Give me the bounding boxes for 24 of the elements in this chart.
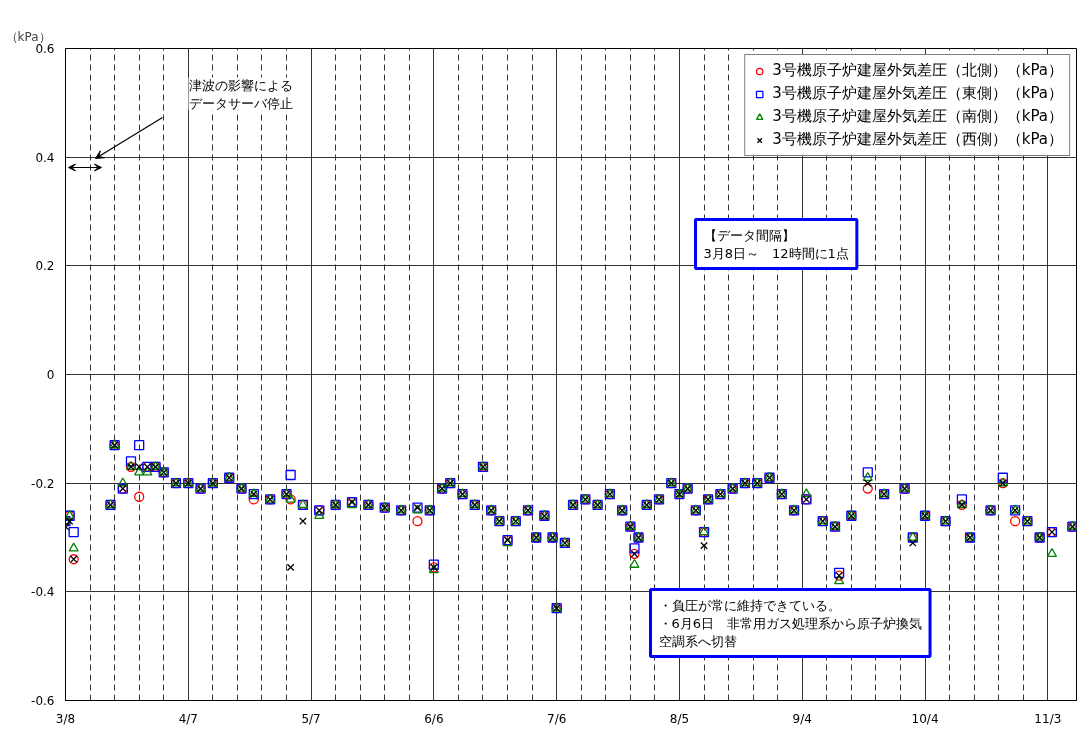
x-tick-label: 9/4 <box>792 711 812 726</box>
x-tick-label: 10/4 <box>911 711 939 726</box>
legend-label: 3号機原子炉建屋外気差圧（南側）（kPa） <box>772 107 1063 126</box>
annotation: ・負圧が常に維持できている。・6月6日 非常用ガス処理系から原子炉換気空調系へ切替 <box>658 597 923 649</box>
legend-label: 3号機原子炉建屋外気差圧（東側）（kPa） <box>772 84 1063 103</box>
y-tick-label: -0.4 <box>31 585 55 600</box>
y-tick-label: 0.6 <box>35 42 55 56</box>
y-tick-label: -0.6 <box>31 694 55 708</box>
legend-label: 3号機原子炉建屋外気差圧（北側）（kPa） <box>772 61 1063 80</box>
legend-label: 3号機原子炉建屋外気差圧（西側）（kPa） <box>772 130 1063 149</box>
x-tick-label: 7/6 <box>547 711 567 726</box>
x-tick-label: 3/8 <box>55 711 76 726</box>
y-axis-title: （kPa） <box>5 29 51 44</box>
x-tick-label: 5/7 <box>301 711 321 726</box>
annotation: 津波の影響によるデータサーバ停止 <box>188 77 293 111</box>
y-tick-label: -0.2 <box>31 476 55 491</box>
x-tick-label: 8/5 <box>669 711 690 726</box>
annotation: 【データ間隔】 3月8日～ 12時間に1点 <box>703 227 849 261</box>
x-tick-label: 6/6 <box>424 711 444 726</box>
x-tick-label: 4/7 <box>178 711 198 726</box>
y-tick-label: 0.4 <box>35 150 55 165</box>
y-tick-label: 0 <box>46 368 55 382</box>
y-tick-label: 0.2 <box>35 259 55 274</box>
x-tick-label: 11/3 <box>1034 711 1062 726</box>
